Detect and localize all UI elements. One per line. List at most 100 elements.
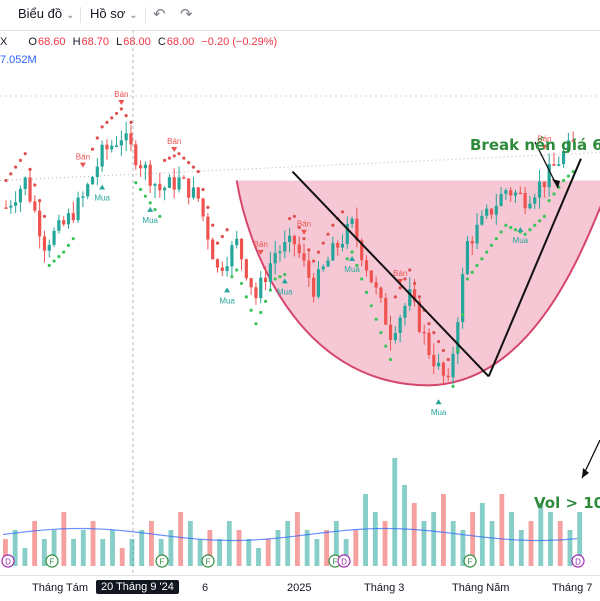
breakout-annotation: Break nền giá 65: [470, 136, 600, 154]
sar-dot: [71, 237, 75, 241]
candle-up: [110, 145, 114, 150]
candle-down: [201, 198, 205, 217]
candle-up: [86, 184, 90, 197]
sar-dot: [571, 169, 575, 174]
profile-menu[interactable]: Hồ sơ ⌄: [90, 6, 138, 21]
sar-dot: [523, 232, 527, 236]
sar-dot: [66, 243, 71, 247]
sar-dot: [38, 199, 42, 203]
sar-dot: [513, 228, 518, 232]
event-marker: [463, 554, 477, 568]
candle-down: [379, 287, 383, 298]
sar-dot: [480, 257, 484, 261]
candle-up: [52, 230, 56, 245]
sar-dot: [340, 210, 345, 214]
candle-down: [38, 210, 42, 237]
volume-bar: [129, 539, 135, 566]
candle-down: [552, 164, 556, 166]
candle-down: [254, 287, 258, 299]
sar-dot: [249, 308, 253, 312]
symbol-label: X: [0, 36, 8, 48]
candle-up: [114, 145, 119, 147]
volume-bar: [489, 521, 495, 566]
sar-dot: [239, 281, 244, 286]
sar-dot: [191, 165, 196, 169]
sar-dot: [403, 277, 407, 281]
candle-up: [143, 164, 147, 169]
sar-dot: [475, 263, 479, 268]
candle-down: [417, 301, 421, 332]
sar-dot: [278, 275, 282, 279]
volume-value: 7.052M: [0, 54, 37, 66]
sar-dot: [28, 167, 32, 171]
candle-down: [172, 177, 176, 190]
candle-up: [283, 241, 287, 252]
candle-up: [465, 240, 470, 275]
event-marker: [571, 554, 585, 568]
trendline-down: [291, 170, 490, 378]
volume-bar: [139, 530, 145, 566]
volume-bar: [90, 521, 96, 566]
candle-up: [287, 235, 292, 242]
chart-menu[interactable]: Biểu đồ ⌄: [18, 6, 74, 21]
buy-marker: [517, 226, 524, 232]
sar-dot: [360, 277, 364, 281]
sar-dot: [4, 178, 8, 183]
top-toolbar: Biểu đồ ⌄ Hồ sơ ⌄ ↶ ↷: [0, 0, 600, 31]
sar-dot: [321, 241, 325, 245]
candle-up: [177, 177, 181, 190]
candle-down: [215, 259, 220, 268]
sar-dot: [489, 243, 494, 247]
volume-bar: [479, 503, 485, 566]
event-marker: [45, 554, 59, 568]
sar-dot: [187, 161, 191, 165]
candle-down: [196, 187, 200, 199]
candle-up: [557, 164, 561, 166]
candle-down: [33, 201, 37, 211]
sar-dot: [533, 223, 537, 227]
candle-down: [336, 243, 340, 248]
redo-icon[interactable]: ↷: [180, 6, 193, 23]
sell-marker: [257, 249, 264, 255]
candle-down: [42, 236, 47, 251]
volume-bar: [100, 539, 106, 566]
price-chart[interactable]: Bán Mua Bán Mua Bán Mua Bán Mua Bán Mua Bán Mua Mua B…: [0, 30, 600, 575]
close-label: C: [157, 36, 166, 48]
sar-dot: [528, 228, 532, 232]
candle-up: [230, 245, 234, 267]
candle-up: [167, 177, 172, 188]
sar-dot: [432, 331, 436, 335]
sar-dot: [297, 225, 301, 230]
x-tick: 2025: [287, 582, 312, 594]
volume-bar: [187, 521, 193, 566]
volume-bar: [470, 512, 476, 566]
candle-down: [388, 324, 393, 340]
sar-dot: [52, 259, 56, 263]
chart-layer: Bán Mua Bán Mua Bán Mua Bán Mua Bán Mua Bán Mua Mua B…: [0, 30, 600, 575]
candle-up: [191, 187, 196, 198]
candle-up: [225, 266, 229, 271]
sar-dot: [465, 277, 470, 281]
candle-up: [153, 183, 157, 186]
undo-icon[interactable]: ↶: [153, 6, 166, 23]
volume-bar: [12, 530, 18, 566]
volume-bar: [363, 494, 368, 566]
candle-down: [206, 216, 210, 240]
event-marker-label: F: [160, 558, 165, 567]
sar-dot: [499, 230, 503, 234]
sar-dot: [42, 214, 47, 218]
sar-dot: [437, 339, 441, 344]
candle-up: [14, 202, 18, 206]
volume-bar: [343, 539, 349, 566]
sell-marker: [171, 146, 178, 152]
sar-dot: [326, 232, 330, 236]
sar-dot: [215, 241, 220, 245]
candle-up: [278, 251, 282, 254]
candle-up: [480, 215, 484, 225]
sar-dot: [153, 208, 157, 212]
sar-dot: [110, 116, 114, 120]
candle-up: [485, 208, 489, 216]
sar-dot: [201, 187, 205, 192]
sar-dot: [494, 237, 498, 241]
candle-down: [374, 282, 378, 288]
